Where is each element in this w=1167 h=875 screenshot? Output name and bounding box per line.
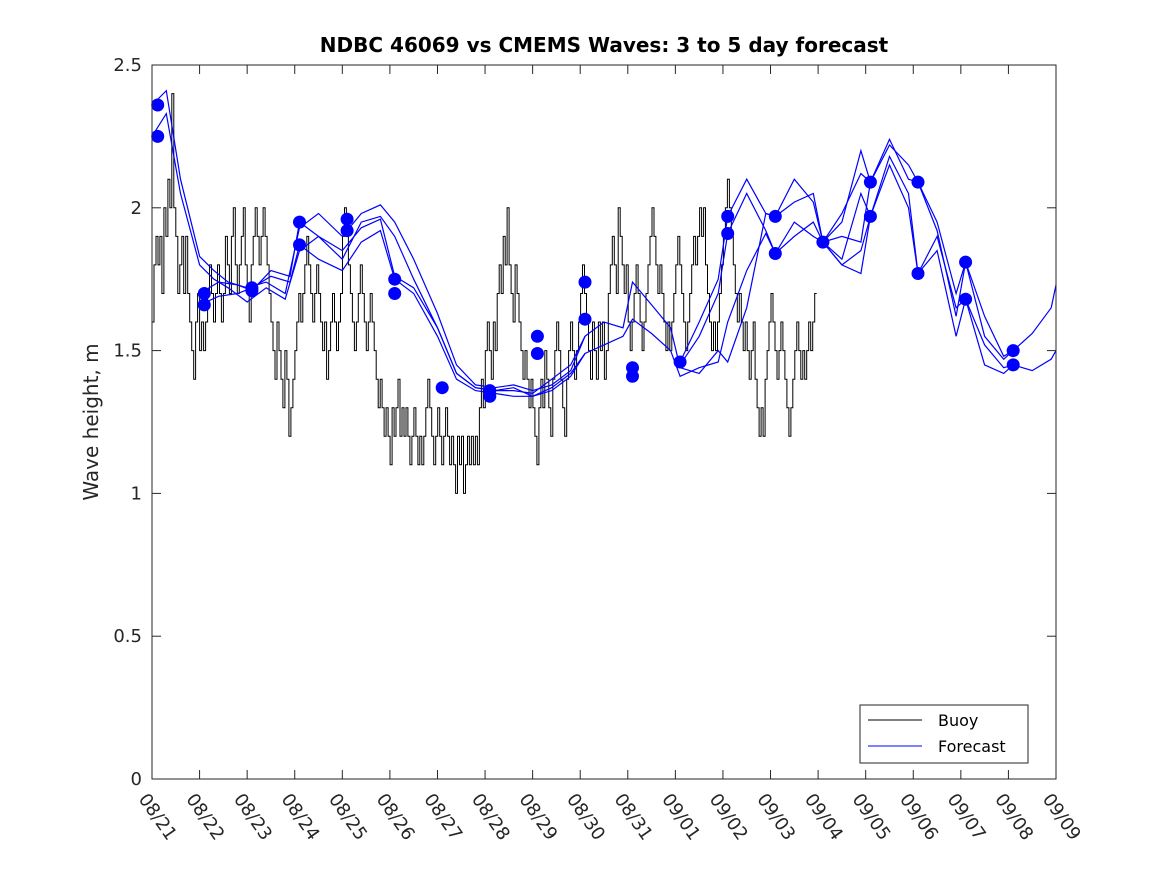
forecast-marker	[197, 287, 211, 300]
chart-title: NDBC 46069 vs CMEMS Waves: 3 to 5 day fo…	[320, 33, 889, 57]
legend: Buoy Forecast	[859, 704, 1029, 764]
forecast-marker	[151, 129, 165, 143]
forecast-line-2	[199, 229, 586, 397]
y-tick-label: 0.5	[113, 626, 142, 647]
forecast-marker	[388, 287, 402, 300]
buoy-line	[152, 93, 817, 494]
forecast-marker	[816, 235, 830, 249]
buoy-series	[152, 93, 817, 494]
y-axis-ticks: 0 0.5 1 1.5 2 2.5	[113, 55, 1056, 790]
forecast-line-8	[822, 137, 1057, 361]
forecast-marker	[340, 212, 354, 226]
y-tick-label: 1.5	[113, 341, 142, 362]
forecast-marker	[721, 209, 735, 223]
forecast-marker	[626, 369, 639, 383]
forecast-marker	[863, 175, 877, 189]
forecast-line-1	[151, 89, 533, 392]
forecast-marker	[768, 209, 782, 223]
plot-background	[152, 65, 1056, 779]
forecast-marker	[530, 329, 544, 343]
forecast-marker	[768, 247, 782, 260]
y-tick-label: 1	[131, 483, 142, 504]
legend-buoy-label: Buoy	[938, 711, 978, 730]
forecast-marker	[863, 209, 877, 223]
forecast-marker	[673, 355, 687, 369]
legend-forecast-label: Forecast	[938, 737, 1006, 756]
forecast-series	[151, 89, 1057, 397]
y-tick-label: 2	[131, 198, 142, 219]
forecast-marker	[578, 275, 592, 289]
forecast-line-9	[822, 163, 1057, 375]
forecast-line-3	[199, 218, 586, 395]
forecast-line-6	[679, 143, 1014, 363]
forecast-marker	[959, 255, 973, 269]
forecast-marker	[293, 215, 306, 229]
forecast-marker	[293, 238, 306, 252]
forecast-marker	[1006, 344, 1020, 358]
forecast-marker	[530, 347, 544, 360]
plot-area: 00.511.522.5 08/21 08/22 08/23 08/24 08/25 08…	[113, 55, 1085, 844]
axes-box	[151, 64, 1057, 780]
forecast-marker	[1006, 358, 1020, 372]
forecast-marker	[911, 267, 925, 280]
forecast-marker	[911, 175, 925, 189]
forecast-marker	[435, 381, 449, 395]
forecast-line-5	[532, 216, 871, 397]
forecast-marker	[151, 98, 165, 112]
y-tick-label: 0	[131, 769, 142, 790]
forecast-marker	[721, 227, 735, 240]
forecast-marker	[197, 298, 211, 312]
legend-box	[859, 704, 1029, 764]
forecast-marker	[578, 312, 592, 326]
forecast-marker	[959, 292, 973, 306]
forecast-markers	[151, 98, 1020, 403]
forecast-marker	[483, 389, 497, 403]
y-axis-label: Wave height, m	[79, 343, 103, 500]
forecast-marker	[340, 224, 354, 238]
forecast-line-4	[532, 182, 871, 392]
forecast-marker	[388, 272, 402, 286]
forecast-marker	[245, 284, 259, 298]
y-tick-label: 2.5	[113, 55, 142, 76]
